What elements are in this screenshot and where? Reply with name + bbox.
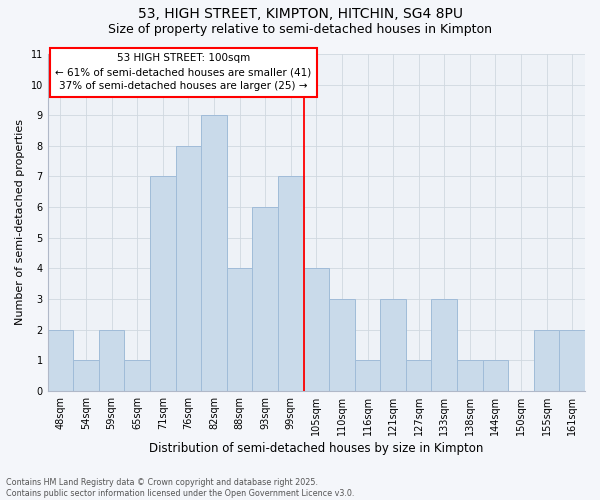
Bar — [559, 330, 585, 391]
Bar — [99, 330, 124, 391]
Bar — [227, 268, 253, 391]
Bar — [304, 268, 329, 391]
Bar — [380, 299, 406, 391]
X-axis label: Distribution of semi-detached houses by size in Kimpton: Distribution of semi-detached houses by … — [149, 442, 484, 455]
Bar — [176, 146, 201, 391]
Text: Size of property relative to semi-detached houses in Kimpton: Size of property relative to semi-detach… — [108, 22, 492, 36]
Bar — [47, 330, 73, 391]
Bar — [278, 176, 304, 391]
Bar — [73, 360, 99, 391]
Bar — [406, 360, 431, 391]
Bar — [201, 115, 227, 391]
Bar — [355, 360, 380, 391]
Text: 53, HIGH STREET, KIMPTON, HITCHIN, SG4 8PU: 53, HIGH STREET, KIMPTON, HITCHIN, SG4 8… — [137, 8, 463, 22]
Bar — [482, 360, 508, 391]
Y-axis label: Number of semi-detached properties: Number of semi-detached properties — [15, 120, 25, 326]
Bar — [150, 176, 176, 391]
Bar — [329, 299, 355, 391]
Bar — [534, 330, 559, 391]
Text: 53 HIGH STREET: 100sqm
← 61% of semi-detached houses are smaller (41)
37% of sem: 53 HIGH STREET: 100sqm ← 61% of semi-det… — [55, 54, 311, 92]
Bar — [253, 207, 278, 391]
Bar — [457, 360, 482, 391]
Bar — [124, 360, 150, 391]
Text: Contains HM Land Registry data © Crown copyright and database right 2025.
Contai: Contains HM Land Registry data © Crown c… — [6, 478, 355, 498]
Bar — [431, 299, 457, 391]
